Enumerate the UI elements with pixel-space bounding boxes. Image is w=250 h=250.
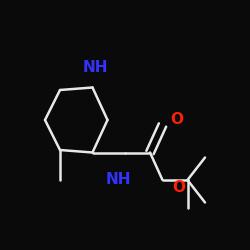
Text: O: O bbox=[170, 112, 183, 128]
Text: NH: NH bbox=[106, 172, 132, 188]
Text: NH: NH bbox=[82, 60, 108, 75]
Text: O: O bbox=[172, 180, 186, 195]
